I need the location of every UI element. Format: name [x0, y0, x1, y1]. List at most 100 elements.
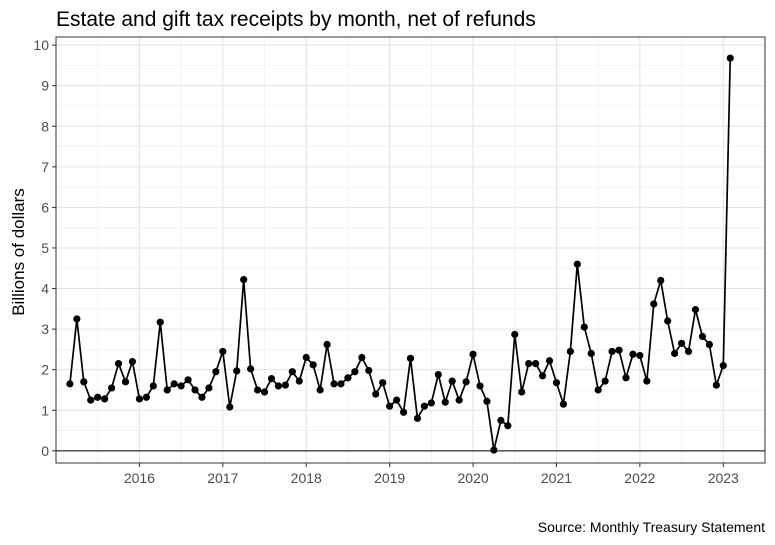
data-point — [650, 300, 658, 308]
data-point — [559, 400, 568, 408]
data-point — [476, 382, 484, 390]
data-point — [664, 317, 672, 325]
x-tick-label: 2023 — [708, 470, 739, 486]
data-point — [497, 416, 505, 424]
y-tick-label: 5 — [41, 240, 49, 256]
data-point — [94, 393, 102, 401]
y-tick-label: 3 — [41, 321, 49, 337]
data-point — [219, 347, 227, 356]
data-point — [177, 382, 185, 390]
y-tick-label: 4 — [41, 281, 49, 297]
data-point — [483, 397, 491, 405]
data-point — [490, 446, 498, 454]
data-point — [73, 315, 81, 323]
data-point — [135, 395, 144, 403]
data-point — [66, 380, 74, 388]
data-point — [629, 350, 637, 358]
data-point — [365, 366, 373, 375]
x-tick-label: 2020 — [457, 470, 488, 486]
data-point — [719, 362, 727, 370]
x-tick-label: 2016 — [124, 470, 155, 486]
data-point — [142, 393, 150, 401]
data-point — [726, 54, 734, 62]
y-tick-label: 9 — [41, 78, 49, 94]
data-point — [205, 384, 213, 392]
data-point — [121, 378, 130, 386]
y-tick-label: 7 — [41, 159, 49, 175]
data-point — [274, 382, 283, 390]
data-point — [671, 349, 679, 358]
data-point — [455, 396, 463, 404]
data-point — [441, 398, 449, 406]
data-point — [330, 380, 338, 388]
data-point — [545, 357, 554, 365]
data-point — [538, 372, 547, 380]
data-point — [198, 393, 206, 401]
data-point — [657, 276, 665, 285]
data-point — [108, 384, 116, 392]
data-point — [260, 388, 269, 396]
data-point — [601, 377, 609, 385]
y-tick-label: 0 — [41, 443, 49, 459]
data-point — [413, 414, 422, 422]
data-point — [677, 339, 686, 347]
y-tick-label: 8 — [41, 118, 49, 134]
data-point — [302, 353, 310, 362]
data-point — [247, 365, 255, 373]
data-point — [323, 340, 331, 349]
data-point — [698, 332, 707, 341]
data-point — [253, 386, 262, 394]
data-point — [295, 377, 303, 385]
data-point — [399, 408, 408, 416]
data-point — [552, 379, 561, 387]
data-point — [525, 360, 533, 368]
data-point — [358, 353, 366, 362]
x-tick-label: 2019 — [374, 470, 405, 486]
data-point — [184, 376, 192, 384]
y-tick-label: 10 — [33, 37, 49, 53]
data-point — [691, 306, 700, 314]
plot-border — [55, 36, 766, 464]
data-point — [594, 386, 602, 394]
data-point — [705, 340, 713, 349]
data-point — [406, 354, 415, 362]
data-point — [226, 403, 234, 411]
data-point — [128, 357, 137, 366]
data-point — [392, 396, 401, 404]
data-point — [684, 347, 693, 356]
y-tick-label: 2 — [41, 362, 49, 378]
data-point — [504, 422, 512, 430]
y-tick-label: 6 — [41, 199, 49, 215]
data-point — [615, 346, 623, 354]
data-point — [163, 386, 171, 394]
data-point — [608, 347, 616, 356]
data-point — [80, 378, 88, 386]
x-tick-label: 2021 — [541, 470, 572, 486]
chart-title: Estate and gift tax receipts by month, n… — [56, 8, 536, 31]
data-point — [420, 402, 429, 410]
data-point — [518, 388, 526, 396]
x-tick-label: 2018 — [291, 470, 322, 486]
source-note: Source: Monthly Treasury Statement — [537, 519, 765, 535]
data-point — [379, 379, 387, 387]
data-point — [316, 386, 324, 394]
data-point — [580, 323, 588, 331]
data-point — [573, 260, 581, 268]
data-point — [212, 368, 220, 376]
data-point — [587, 349, 595, 358]
data-point — [87, 396, 95, 404]
data-point — [372, 390, 380, 398]
data-point — [448, 377, 456, 385]
data-point — [267, 375, 276, 383]
x-tick-label: 2022 — [624, 470, 655, 486]
data-point — [712, 381, 720, 389]
data-point — [386, 402, 394, 410]
data-point — [462, 378, 470, 386]
data-point — [101, 395, 109, 403]
data-point — [156, 318, 164, 326]
data-point — [622, 374, 630, 382]
data-point — [469, 350, 477, 358]
data-point — [511, 330, 519, 338]
data-point — [427, 399, 435, 407]
